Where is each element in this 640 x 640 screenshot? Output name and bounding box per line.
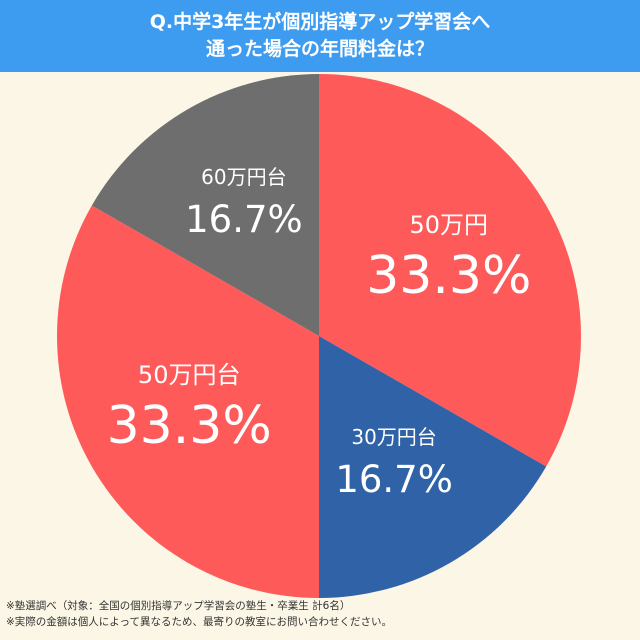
slice-percent-label: 16.7% (185, 198, 303, 241)
slice-category-label: 60万円台 (201, 165, 286, 189)
chart-title-line-1: Q.中学3年生が個別指導アップ学習会へ (149, 11, 491, 33)
slice-category-label: 50万円 (410, 211, 489, 239)
footnotes: ※塾選調べ（対象：全国の個別指導アップ学習会の塾生・卒業生 計6名） ※実際の金… (6, 598, 392, 630)
pie-slice-3 (57, 205, 319, 599)
pie-slices (57, 74, 581, 599)
footnote-disclaimer: ※実際の金額は個人によって異なるため、最寄りの教室にお問い合わせください。 (6, 616, 392, 628)
pie-slice-2 (319, 336, 547, 598)
pie-slice-4 (91, 74, 319, 336)
slice-percent-label: 33.3% (366, 246, 531, 306)
chart-title-line-2: 通った場合の年間料金は？ (205, 38, 434, 60)
slice-percent-label: 16.7% (335, 458, 453, 501)
title-banner: Q.中学3年生が個別指導アップ学習会へ 通った場合の年間料金は？ (0, 0, 640, 72)
slice-percent-label: 33.3% (107, 396, 272, 456)
footnote-survey-source: ※塾選調べ（対象：全国の個別指導アップ学習会の塾生・卒業生 計6名） (6, 600, 351, 612)
slice-category-label: 30万円台 (351, 425, 436, 449)
pie-slice-1 (319, 74, 581, 467)
slice-category-label: 50万円台 (138, 361, 241, 389)
pie-labels: 50万円 33.3% 30万円台 16.7% 50万円台 33.3% 60万円台 16.7% (107, 165, 532, 501)
